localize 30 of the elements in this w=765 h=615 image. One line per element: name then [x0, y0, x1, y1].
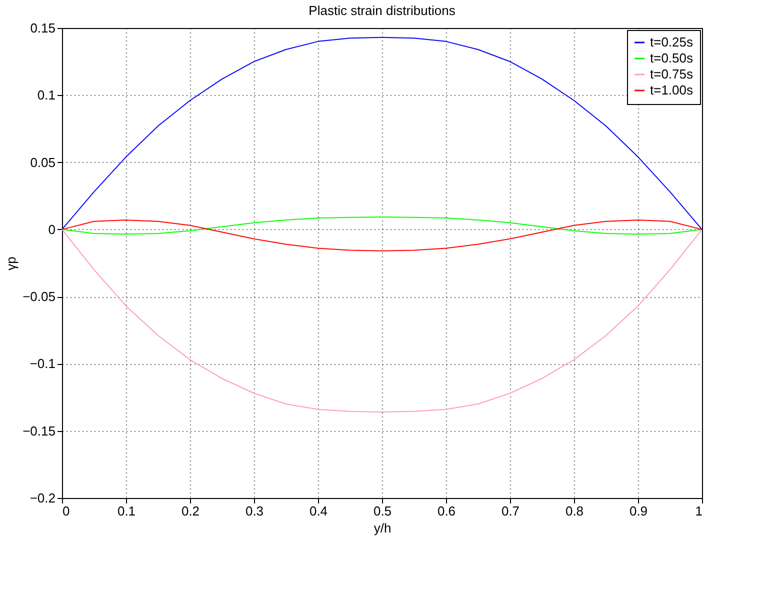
y-tick-label: −0.05 [22, 289, 56, 304]
y-tick-label: 0 [48, 222, 56, 237]
line-series [62, 216, 702, 235]
x-tick-label: 0.1 [117, 504, 136, 518]
legend-label: t=0.75s [650, 66, 694, 82]
legend-label: t=0.50s [650, 50, 694, 66]
line-series [62, 220, 702, 252]
y-tick-label: −0.2 [30, 490, 56, 506]
x-tick-label: 1 [695, 504, 702, 518]
x-axis-title: y/h [374, 520, 392, 536]
line-series [62, 36, 702, 230]
x-tick-label: 0.7 [501, 504, 520, 518]
y-tick-label: 0.1 [37, 88, 56, 103]
y-axis-title: γp [4, 256, 19, 270]
legend-label: t=0.25s [650, 34, 694, 50]
legend-label: t=1.00s [650, 82, 694, 98]
y-tick-label: 0.15 [30, 20, 56, 36]
line-series [62, 228, 702, 413]
chart-title: Plastic strain distributions [308, 3, 456, 18]
y-tick-label: 0.05 [30, 154, 56, 170]
x-tick-label: 0 [62, 504, 70, 518]
y-tick-label: −0.1 [30, 356, 56, 372]
x-tick-label: 0.6 [437, 504, 456, 518]
x-tick-label: 0.8 [565, 504, 584, 518]
x-tick-label: 0.9 [629, 504, 648, 518]
x-tick-label: 0.2 [181, 504, 200, 518]
x-tick-label: 0.3 [245, 504, 264, 518]
y-tick-label: −0.15 [22, 423, 56, 438]
x-tick-label: 0.5 [373, 504, 392, 518]
x-tick-label: 0.4 [309, 504, 328, 518]
